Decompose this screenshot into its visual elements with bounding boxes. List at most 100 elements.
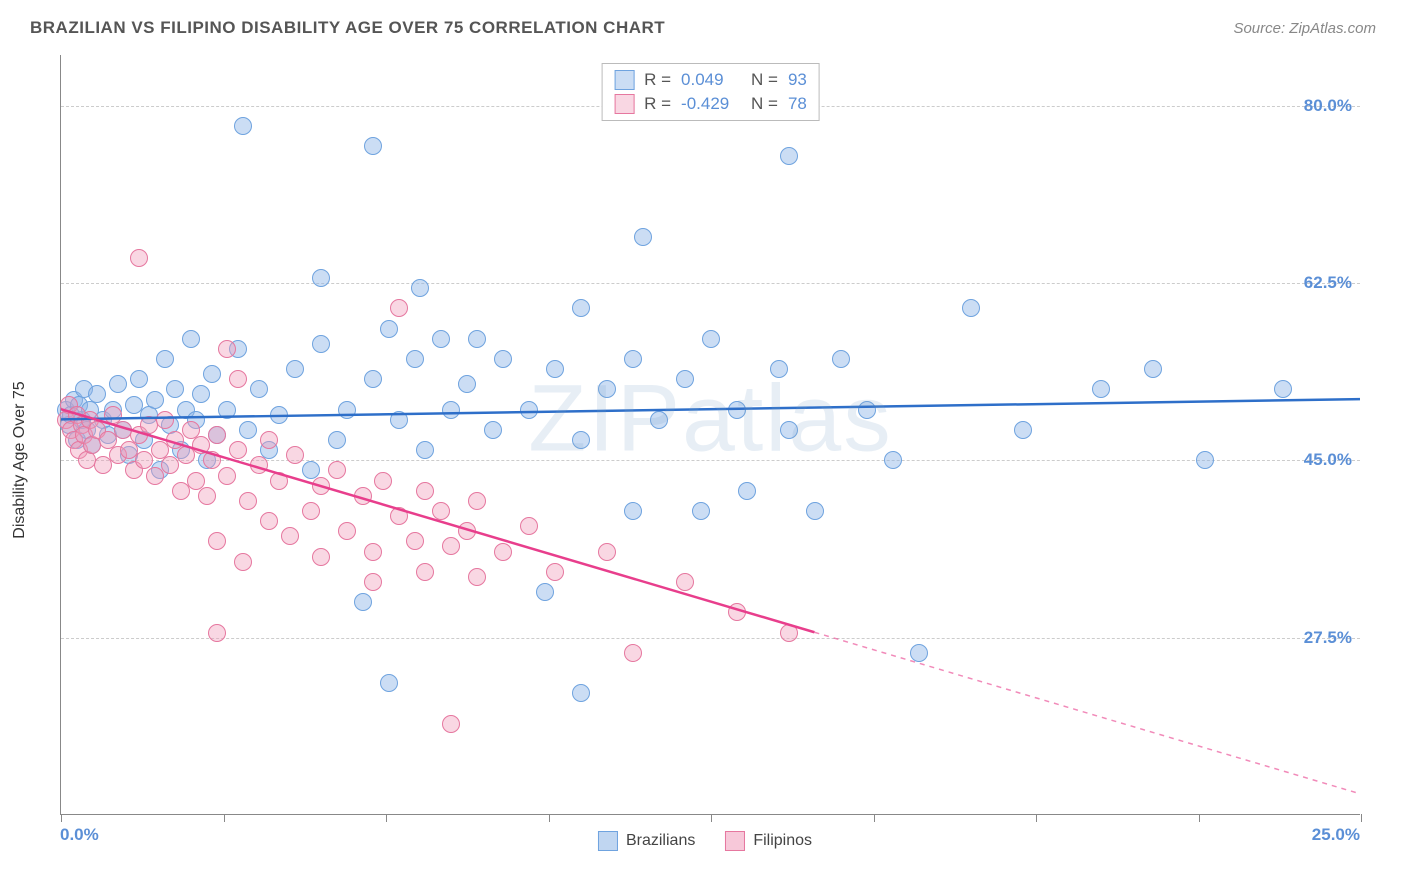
legend-n-value: 78 — [788, 94, 807, 114]
x-tick — [224, 814, 225, 822]
data-point — [884, 451, 902, 469]
data-point — [442, 401, 460, 419]
data-point — [572, 684, 590, 702]
y-tick-label: 80.0% — [1304, 96, 1352, 116]
data-point — [146, 467, 164, 485]
data-point — [354, 593, 372, 611]
x-tick — [386, 814, 387, 822]
data-point — [234, 117, 252, 135]
scatter-plot: ZIPatlas R =0.049N =93R =-0.429N =78 27.… — [60, 55, 1360, 815]
legend-r-value: 0.049 — [681, 70, 741, 90]
x-axis-min-label: 0.0% — [60, 825, 99, 845]
data-point — [806, 502, 824, 520]
data-point — [962, 299, 980, 317]
data-point — [156, 411, 174, 429]
data-point — [239, 421, 257, 439]
data-point — [364, 137, 382, 155]
data-point — [260, 431, 278, 449]
data-point — [598, 380, 616, 398]
data-point — [458, 522, 476, 540]
data-point — [411, 279, 429, 297]
legend-n-label: N = — [751, 94, 778, 114]
data-point — [832, 350, 850, 368]
data-point — [198, 487, 216, 505]
legend-r-value: -0.429 — [681, 94, 741, 114]
y-tick-label: 45.0% — [1304, 450, 1352, 470]
data-point — [229, 441, 247, 459]
data-point — [468, 330, 486, 348]
data-point — [1274, 380, 1292, 398]
data-point — [624, 644, 642, 662]
legend-r-label: R = — [644, 94, 671, 114]
data-point — [390, 299, 408, 317]
data-point — [390, 507, 408, 525]
data-point — [208, 532, 226, 550]
data-point — [250, 380, 268, 398]
data-point — [468, 568, 486, 586]
data-point — [218, 401, 236, 419]
data-point — [416, 563, 434, 581]
data-point — [109, 375, 127, 393]
data-point — [728, 401, 746, 419]
data-point — [234, 553, 252, 571]
data-point — [312, 548, 330, 566]
data-point — [286, 446, 304, 464]
data-point — [676, 573, 694, 591]
data-point — [1092, 380, 1110, 398]
data-point — [218, 467, 236, 485]
data-point — [406, 532, 424, 550]
chart-title: BRAZILIAN VS FILIPINO DISABILITY AGE OVE… — [30, 18, 665, 38]
x-tick — [1199, 814, 1200, 822]
data-point — [494, 350, 512, 368]
correlation-legend: R =0.049N =93R =-0.429N =78 — [601, 63, 820, 121]
data-point — [442, 715, 460, 733]
data-point — [416, 482, 434, 500]
data-point — [260, 512, 278, 530]
data-point — [374, 472, 392, 490]
data-point — [338, 401, 356, 419]
data-point — [192, 385, 210, 403]
watermark: ZIPatlas — [528, 365, 892, 474]
chart-container: Disability Age Over 75 ZIPatlas R =0.049… — [30, 55, 1380, 865]
data-point — [156, 350, 174, 368]
x-tick — [711, 814, 712, 822]
data-point — [203, 365, 221, 383]
data-point — [536, 583, 554, 601]
data-point — [780, 421, 798, 439]
data-point — [364, 543, 382, 561]
data-point — [432, 330, 450, 348]
data-point — [458, 375, 476, 393]
data-point — [432, 502, 450, 520]
data-point — [161, 456, 179, 474]
x-tick — [1361, 814, 1362, 822]
data-point — [910, 644, 928, 662]
data-point — [598, 543, 616, 561]
legend-label: Brazilians — [626, 832, 695, 850]
data-point — [780, 147, 798, 165]
data-point — [270, 472, 288, 490]
data-point — [302, 502, 320, 520]
trend-line-extrapolated — [814, 632, 1360, 794]
legend-row: R = -0.429 N = 78 — [614, 92, 807, 116]
data-point — [442, 537, 460, 555]
data-point — [239, 492, 257, 510]
legend-n-label: N = — [751, 70, 778, 90]
data-point — [1144, 360, 1162, 378]
data-point — [354, 487, 372, 505]
data-point — [380, 320, 398, 338]
data-point — [88, 385, 106, 403]
data-point — [1196, 451, 1214, 469]
x-tick — [61, 814, 62, 822]
data-point — [130, 249, 148, 267]
data-point — [338, 522, 356, 540]
data-point — [520, 517, 538, 535]
data-point — [94, 456, 112, 474]
y-axis-label: Disability Age Over 75 — [11, 381, 29, 538]
x-axis-max-label: 25.0% — [1312, 825, 1360, 845]
data-point — [364, 370, 382, 388]
data-point — [312, 335, 330, 353]
data-point — [250, 456, 268, 474]
trend-line — [61, 399, 1360, 419]
data-point — [520, 401, 538, 419]
data-point — [770, 360, 788, 378]
